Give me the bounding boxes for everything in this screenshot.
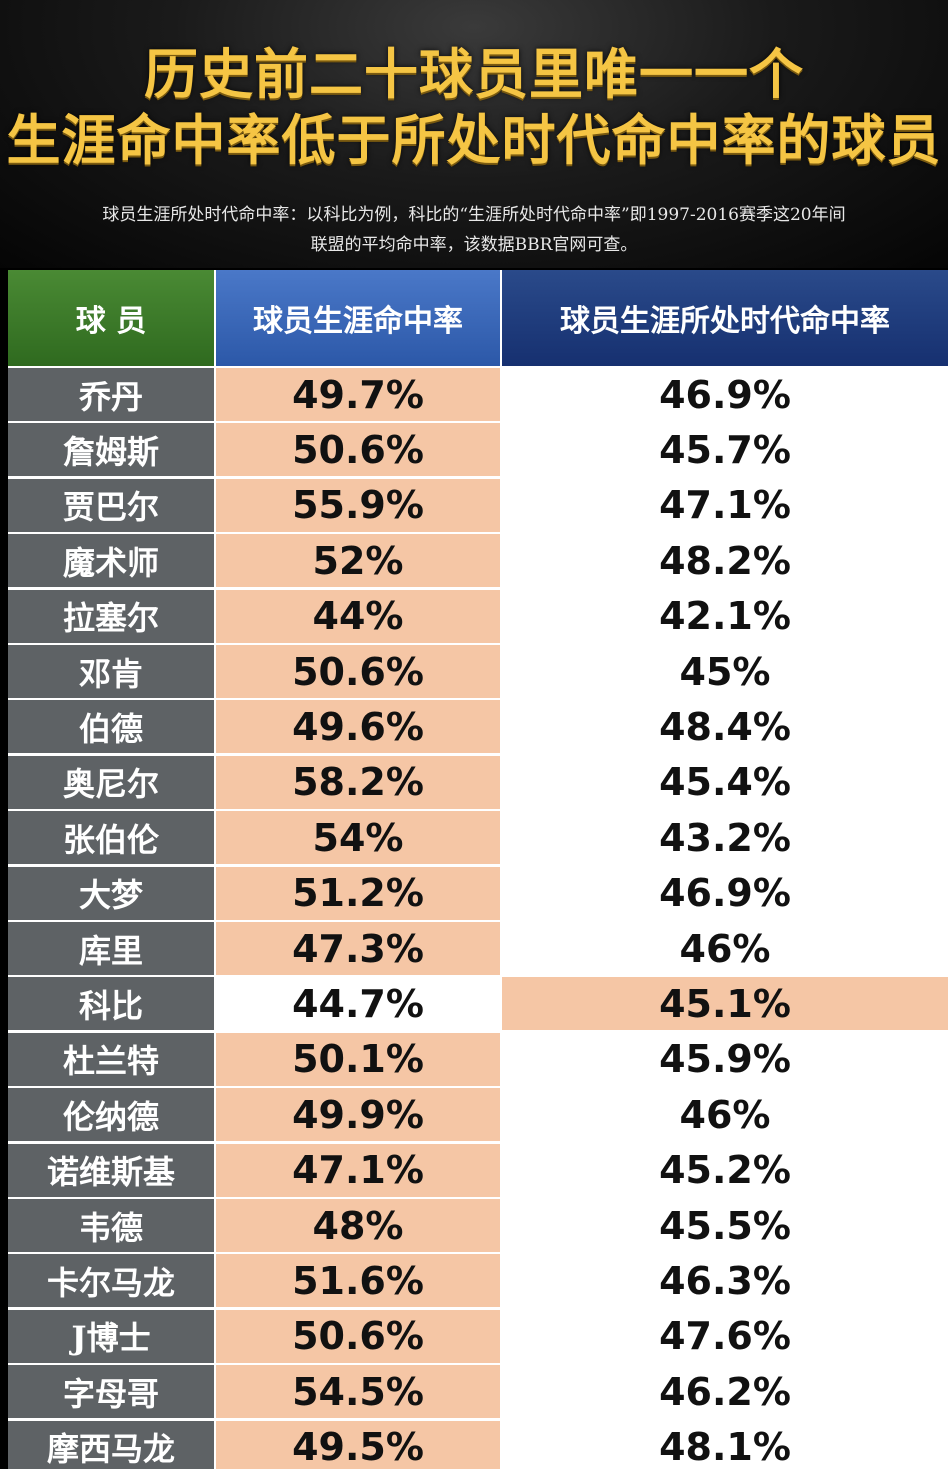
note-line-1: 球员生涯所处时代命中率：以科比为例，科比的“生涯所处时代命中率”即1997-20… — [102, 205, 846, 225]
era-fg-cell: 47.1% — [502, 478, 948, 532]
table-row: 诺维斯基 47.1% 45.2% — [8, 1143, 948, 1199]
table-row: 库里 47.3% 46% — [8, 922, 948, 977]
career-fg-cell: 49.7% — [216, 368, 500, 421]
table-row: 字母哥 54.5% 46.2% — [8, 1365, 948, 1420]
table-row: 魔术师 52% 48.2% — [8, 534, 948, 589]
table-row: 卡尔马龙 51.6% 46.3% — [8, 1254, 948, 1309]
career-fg-cell: 50.6% — [216, 645, 500, 698]
player-name: 詹姆斯 — [8, 423, 214, 477]
table-row: 摩西马龙 49.5% 48.1% — [8, 1420, 948, 1469]
career-fg-cell: 50.6% — [216, 1309, 500, 1363]
table-row: 贾巴尔 55.9% 47.1% — [8, 478, 948, 534]
career-fg-cell: 47.1% — [216, 1143, 500, 1197]
era-fg-cell: 46.3% — [502, 1254, 948, 1308]
career-fg-cell: 50.1% — [216, 1032, 500, 1086]
table-row: 大梦 51.2% 46.9% — [8, 866, 948, 922]
player-name: 奥尼尔 — [8, 755, 214, 809]
table-row: 奥尼尔 58.2% 45.4% — [8, 755, 948, 811]
player-name: 库里 — [8, 922, 214, 975]
table-row: 伯德 49.6% 48.4% — [8, 700, 948, 755]
player-name: 张伯伦 — [8, 811, 214, 865]
era-fg-cell: 45.7% — [502, 423, 948, 477]
player-name: 伯德 — [8, 700, 214, 754]
era-fg-cell: 48.4% — [502, 700, 948, 754]
era-fg-cell: 46.9% — [502, 368, 948, 421]
player-name: 魔术师 — [8, 534, 214, 588]
title-line-1: 历史前二十球员里唯一一个 — [144, 42, 804, 106]
era-fg-cell: 45.4% — [502, 755, 948, 809]
player-name: 卡尔马龙 — [8, 1254, 214, 1308]
player-name: 韦德 — [8, 1199, 214, 1252]
era-fg-cell: 43.2% — [502, 811, 948, 865]
table-row: 杜兰特 50.1% 45.9% — [8, 1032, 948, 1088]
career-fg-cell: 48% — [216, 1199, 500, 1252]
era-fg-cell: 48.2% — [502, 534, 948, 588]
table-row: 詹姆斯 50.6% 45.7% — [8, 423, 948, 478]
era-fg-cell: 45.5% — [502, 1199, 948, 1252]
era-fg-cell: 46% — [502, 1088, 948, 1142]
title-line-2: 生涯命中率低于所处时代命中率的球员 — [6, 108, 942, 172]
player-name: 摩西马龙 — [8, 1420, 214, 1469]
career-fg-cell: 50.6% — [216, 423, 500, 477]
player-name: 邓肯 — [8, 645, 214, 698]
player-name: 字母哥 — [8, 1365, 214, 1419]
career-fg-cell: 49.6% — [216, 700, 500, 754]
header-era-fg: 球员生涯所处时代命中率 — [502, 270, 948, 366]
player-name: 乔丹 — [8, 368, 214, 421]
table-row: 科比 44.7% 45.1% — [8, 977, 948, 1032]
career-fg-cell: 51.2% — [216, 866, 500, 920]
era-fg-cell: 46.9% — [502, 866, 948, 920]
table-row: 张伯伦 54% 43.2% — [8, 811, 948, 866]
player-name: 诺维斯基 — [8, 1143, 214, 1197]
career-fg-cell: 55.9% — [216, 478, 500, 532]
player-name: 科比 — [8, 977, 214, 1031]
table-row: 伦纳德 49.9% 46% — [8, 1088, 948, 1143]
table-row: 拉塞尔 44% 42.1% — [8, 589, 948, 645]
career-fg-cell: 44% — [216, 589, 500, 643]
career-fg-cell: 54.5% — [216, 1365, 500, 1419]
header-career-fg: 球员生涯命中率 — [216, 270, 500, 366]
table-row: J博士 50.6% 47.6% — [8, 1309, 948, 1365]
career-fg-cell: 52% — [216, 534, 500, 588]
era-fg-cell: 45.2% — [502, 1143, 948, 1197]
table-row: 韦德 48% 45.5% — [8, 1199, 948, 1254]
player-name: 伦纳德 — [8, 1088, 214, 1142]
table-row: 乔丹 49.7% 46.9% — [8, 368, 948, 423]
header-banner: 历史前二十球员里唯一一个 生涯命中率低于所处时代命中率的球员 球员生涯所处时代命… — [0, 0, 948, 268]
player-name: 大梦 — [8, 866, 214, 920]
era-fg-cell: 45.9% — [502, 1032, 948, 1086]
table-row: 邓肯 50.6% 45% — [8, 645, 948, 700]
header-player: 球 员 — [8, 270, 214, 366]
player-name: 拉塞尔 — [8, 589, 214, 643]
career-fg-cell: 49.5% — [216, 1420, 500, 1469]
career-fg-cell: 47.3% — [216, 922, 500, 975]
player-name: 贾巴尔 — [8, 478, 214, 532]
era-fg-cell: 46% — [502, 922, 948, 975]
era-fg-cell: 46.2% — [502, 1365, 948, 1419]
table-header-row: 球 员 球员生涯命中率 球员生涯所处时代命中率 — [8, 270, 948, 366]
player-name: J博士 — [8, 1309, 214, 1363]
era-fg-cell: 47.6% — [502, 1309, 948, 1363]
career-fg-cell: 49.9% — [216, 1088, 500, 1142]
era-fg-cell: 42.1% — [502, 589, 948, 643]
fg-percentage-table: 球 员 球员生涯命中率 球员生涯所处时代命中率 乔丹 49.7% 46.9% 詹姆斯 5… — [8, 270, 948, 1469]
career-fg-cell: 44.7% — [216, 977, 500, 1031]
era-fg-cell: 45.1% — [502, 977, 948, 1031]
era-fg-cell: 48.1% — [502, 1420, 948, 1469]
player-name: 杜兰特 — [8, 1032, 214, 1086]
career-fg-cell: 54% — [216, 811, 500, 865]
note-line-2: 联盟的平均命中率，该数据BBR官网可查。 — [310, 235, 638, 255]
career-fg-cell: 51.6% — [216, 1254, 500, 1308]
era-fg-cell: 45% — [502, 645, 948, 698]
career-fg-cell: 58.2% — [216, 755, 500, 809]
